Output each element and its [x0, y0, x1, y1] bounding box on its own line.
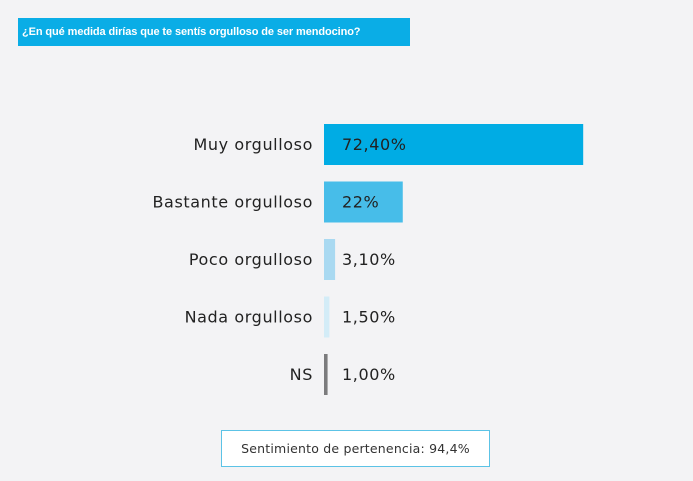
category-label: NS	[290, 365, 313, 384]
category-label: Bastante orgulloso	[152, 193, 313, 212]
category-label: Poco orgulloso	[189, 250, 313, 269]
category-label: Muy orgulloso	[194, 135, 314, 154]
category-label: Nada orgulloso	[185, 308, 313, 327]
value-label: 3,10%	[342, 250, 396, 269]
bar	[324, 239, 336, 280]
value-label: 1,00%	[342, 365, 396, 384]
bar	[324, 124, 584, 165]
bar	[324, 354, 328, 395]
value-label: 72,40%	[342, 135, 407, 154]
value-label: 1,50%	[342, 308, 396, 327]
question-banner: ¿En qué medida dirías que te sentís orgu…	[18, 18, 410, 46]
bar	[324, 181, 403, 223]
bar	[324, 296, 330, 338]
footer-summary-box: Sentimiento de pertenencia: 94,4%	[221, 430, 490, 467]
value-label: 22%	[342, 193, 379, 212]
